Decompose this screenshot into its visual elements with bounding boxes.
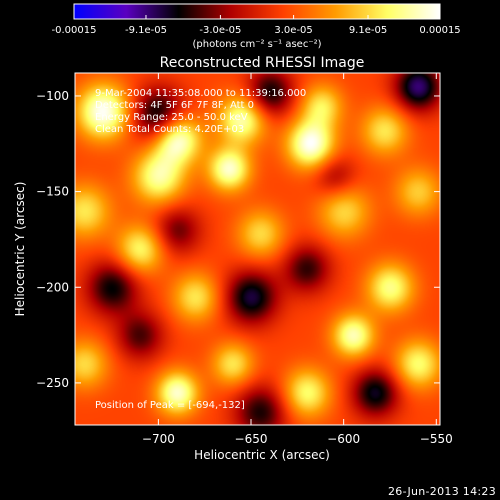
y-tick-label: −150 (36, 185, 69, 199)
annotation-detectors: Detectors: 4F 5F 6F 7F 8F, Att 0 (95, 100, 254, 111)
y-tick-label: −100 (36, 89, 69, 103)
colorbar: -0.00015 -9.1e-05 -3.0e-05 3.0e-05 9.1e-05 0.… (52, 3, 461, 50)
y-axis-label: Heliocentric Y (arcsec) (13, 182, 27, 317)
x-tick-label: −550 (420, 432, 453, 446)
colorbar-tick-label: -9.1e-05 (125, 25, 167, 36)
x-tick-label: −700 (142, 432, 175, 446)
colorbar-ticks: -0.00015 -9.1e-05 -3.0e-05 3.0e-05 9.1e-05 0.… (52, 15, 461, 36)
colorbar-units: (photons cm⁻² s⁻¹ asec⁻²) (192, 39, 321, 50)
x-tick-label: −600 (327, 432, 360, 446)
colorbar-tick-label: 0.00015 (419, 25, 460, 36)
y-axis-ticks: −100 −150 −200 −250 (36, 89, 440, 390)
colorbar-tick-label: 3.0e-05 (274, 25, 312, 36)
heatmap-image (75, 73, 440, 425)
footer-date: 26-Jun-2013 14:23 (387, 485, 496, 498)
annotation-time-range: 9-Mar-2004 11:35:08.000 to 11:39:16.000 (95, 88, 306, 99)
plot-frame (74, 72, 441, 426)
plot-area: 9-Mar-2004 11:35:08.000 to 11:39:16.000 … (36, 72, 453, 446)
chart-title: Reconstructed RHESSI Image (160, 55, 365, 71)
x-tick-label: −650 (235, 432, 268, 446)
colorbar-tick-label: -0.00015 (52, 25, 97, 36)
y-tick-label: −200 (36, 280, 69, 294)
annotation-peak: Position of Peak = [-694,-132] (95, 400, 245, 411)
y-tick-label: −250 (36, 376, 69, 390)
x-axis-ticks: −700 −650 −600 −550 (142, 73, 453, 446)
colorbar-tick-label: -3.0e-05 (199, 25, 241, 36)
annotation-clean: Clean Total Counts: 4.20E+03 (95, 124, 244, 135)
annotation-energy: Energy Range: 25.0 - 50.0 keV (95, 112, 248, 123)
colorbar-tick-label: 9.1e-05 (349, 25, 387, 36)
x-axis-label: Heliocentric X (arcsec) (194, 448, 330, 462)
